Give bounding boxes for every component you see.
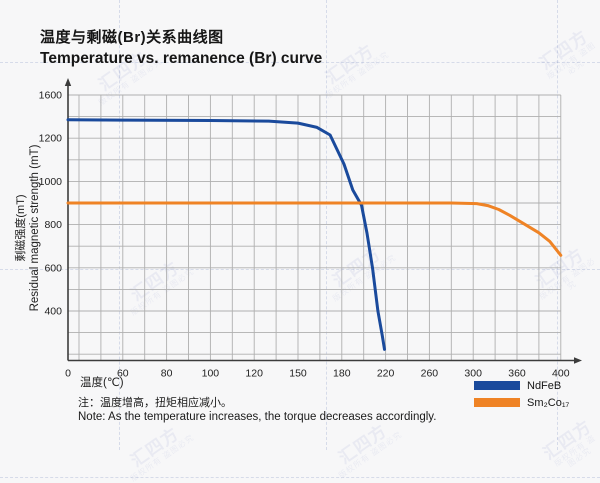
x-tick-label: 220 <box>377 368 395 380</box>
x-tick-label: 60 <box>117 368 129 380</box>
x-tick-label: 300 <box>464 368 482 380</box>
smco-color-swatch <box>474 398 520 407</box>
y-tick-label: 1600 <box>39 90 63 102</box>
chart-title-block: 温度与剩磁(Br)关系曲线图 Temperature vs. remanence… <box>40 27 322 69</box>
x-tick-label: 150 <box>289 368 307 380</box>
ndfeb-color-swatch <box>474 381 520 390</box>
background-guide-line <box>0 477 600 478</box>
y-axis-arrow-icon <box>64 78 72 86</box>
y-axis-title-en: Residual magnetic strength (mT) <box>29 144 41 312</box>
x-tick-label: 0 <box>65 368 71 380</box>
legend-label-ndfeb: NdFeB <box>527 379 562 392</box>
x-axis-title: 温度(℃) <box>80 377 124 389</box>
page-title-zh: 温度与剩磁(Br)关系曲线图 <box>40 29 224 46</box>
y-axis-title: 剩磁强度(mT) Residual magnetic strength (mT) <box>14 78 44 378</box>
legend-label-smco: Sm₂Co₁₇ <box>527 396 570 409</box>
y-tick-label: 1200 <box>39 133 63 145</box>
x-tick-label: 260 <box>421 368 439 380</box>
y-axis-title-zh: 剩磁强度(mT) <box>15 194 27 262</box>
y-tick-label: 600 <box>44 262 62 274</box>
legend: NdFeB Sm₂Co₁₇ <box>474 379 569 413</box>
footnote-en: Note: As the temperature increases, the … <box>78 411 437 423</box>
legend-item-ndfeb: NdFeB <box>474 379 569 392</box>
background-guide-line <box>0 62 600 63</box>
x-tick-label: 120 <box>245 368 263 380</box>
footnote-block: 注：温度增高，扭矩相应减小。 Note: As the temperature … <box>78 396 436 424</box>
chart-plot: 0 60 80 100 120 150 180 220 260 300 360 400 1600 1200… <box>39 78 582 380</box>
footnote-zh: 注：温度增高，扭矩相应减小。 <box>78 397 232 409</box>
y-tick-label: 400 <box>44 306 62 318</box>
series-curve-smco <box>66 201 563 257</box>
y-tick-label: 800 <box>44 219 62 231</box>
series-curve-ndfeb <box>66 118 386 351</box>
background-guide-line <box>0 269 600 270</box>
x-axis-arrow-icon <box>574 357 582 364</box>
x-tick-label: 100 <box>202 368 220 380</box>
legend-item-smco: Sm₂Co₁₇ <box>474 396 569 409</box>
x-tick-label: 360 <box>508 368 526 380</box>
y-tick-label: 1000 <box>39 176 63 188</box>
x-tick-label: 180 <box>333 368 351 380</box>
x-tick-label: 400 <box>552 368 570 380</box>
page-title-en: Temperature vs. remanence (Br) curve <box>40 50 323 67</box>
x-tick-label: 80 <box>161 368 173 380</box>
